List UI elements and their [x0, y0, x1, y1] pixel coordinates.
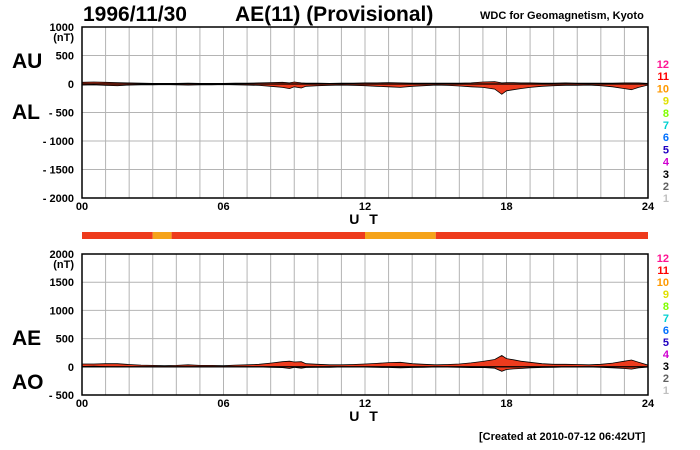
ae-row-label: AE: [12, 327, 42, 350]
scale-legend-entry: 3: [663, 169, 669, 181]
scale-legend-entry: 11: [657, 265, 669, 277]
scale-legend-entry: 7: [663, 120, 669, 132]
station-bar-segment: [365, 232, 436, 239]
y-tick-label: 1000: [50, 305, 74, 317]
y-tick-label: 0: [68, 79, 74, 91]
x-tick-label: 18: [500, 201, 512, 213]
y-tick-label: 500: [56, 334, 74, 346]
scale-legend-entry: 10: [657, 83, 669, 95]
x-tick-label: 24: [642, 201, 655, 213]
series-area-al: [81, 83, 649, 95]
series-area-ae: [81, 355, 649, 368]
scale-legend-entry: 2: [663, 181, 669, 193]
x-axis-label: U T: [349, 408, 381, 424]
al-row-label: AL: [12, 101, 40, 124]
y-tick-label: - 500: [49, 108, 74, 120]
scale-legend-entry: 5: [663, 337, 669, 349]
x-tick-label: 00: [76, 201, 88, 213]
station-bar-segment: [435, 232, 648, 239]
au-row-label: AU: [12, 50, 43, 73]
source-label: WDC for Geomagnetism, Kyoto: [480, 10, 644, 22]
scale-legend-entry: 10: [657, 277, 669, 289]
scale-legend-entry: 12: [657, 59, 669, 71]
ao-row-label: AO: [12, 371, 44, 394]
scale-legend-entry: 11: [657, 71, 669, 83]
scale-legend-entry: 1: [663, 385, 669, 397]
y-tick-label: - 1500: [43, 165, 74, 177]
scale-legend-entry: 4: [663, 157, 670, 169]
x-tick-label: 24: [642, 398, 655, 410]
scale-legend-entry: 5: [663, 144, 669, 156]
x-tick-label: 06: [217, 398, 229, 410]
scale-legend-entry: 9: [663, 96, 669, 108]
scale-legend-entry: 4: [663, 349, 670, 361]
x-tick-label: 18: [500, 398, 512, 410]
scale-legend-entry: 8: [663, 301, 669, 313]
y-tick-label: 1000: [50, 22, 74, 34]
x-tick-label: 12: [359, 398, 371, 410]
x-tick-label: 00: [76, 398, 88, 410]
y-tick-label: 0: [68, 362, 74, 374]
y-tick-label: 500: [56, 51, 74, 63]
plot-frame: [81, 253, 649, 396]
scale-legend-entry: 1: [663, 193, 669, 205]
y-tick-label: - 2000: [43, 193, 74, 205]
station-bar-segment: [152, 232, 172, 239]
scale-legend-entry: 6: [663, 132, 669, 144]
scale-legend-entry: 9: [663, 289, 669, 301]
y-tick-label: - 500: [49, 390, 74, 402]
scale-legend-entry: 12: [657, 253, 669, 265]
y-tick-label: - 1000: [43, 136, 74, 148]
creation-footer: [Created at 2010-07-12 06:42UT]: [479, 431, 646, 443]
scale-legend-entry: 6: [663, 325, 669, 337]
x-axis-label: U T: [349, 211, 381, 227]
station-bar-segment: [82, 232, 153, 239]
station-bar-segment: [171, 232, 365, 239]
y-tick-label: 1500: [50, 277, 74, 289]
y-tick-label: 2000: [50, 249, 74, 261]
scale-legend-entry: 2: [663, 373, 669, 385]
scale-legend-entry: 8: [663, 108, 669, 120]
plot-title: AE(11) (Provisional): [235, 3, 434, 26]
date-title: 1996/11/30: [83, 3, 187, 26]
y-unit-label: (nT): [53, 32, 74, 44]
x-tick-label: 06: [217, 201, 229, 213]
y-unit-label: (nT): [53, 259, 74, 271]
scale-legend-entry: 7: [663, 313, 669, 325]
scale-legend-entry: 3: [663, 361, 669, 373]
plot-frame: [81, 26, 649, 199]
x-tick-label: 12: [359, 201, 371, 213]
